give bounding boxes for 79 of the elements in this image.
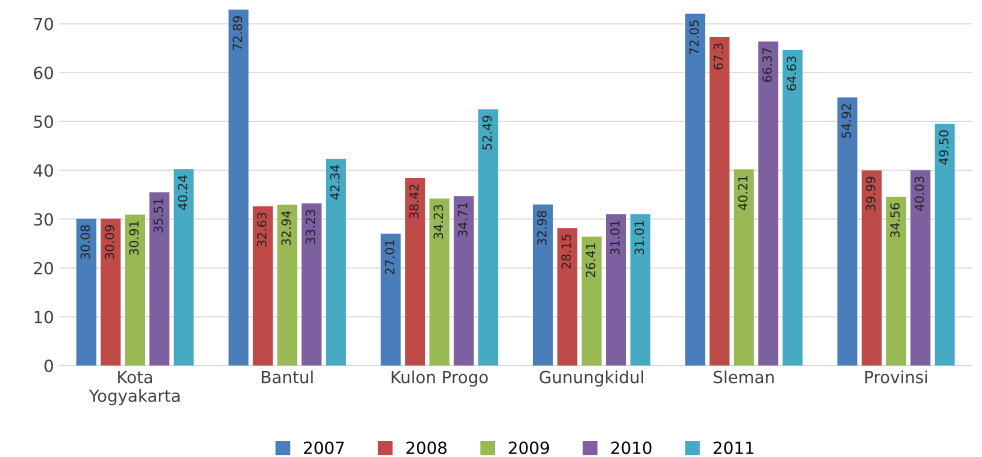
data-label: 64.63 <box>786 56 796 90</box>
bar <box>478 109 498 366</box>
data-label: 52.49 <box>482 116 492 150</box>
bar <box>710 36 730 366</box>
bar <box>454 196 474 366</box>
bar <box>886 196 906 366</box>
data-label: 32.63 <box>257 212 267 247</box>
x-tick-label: Kulon Progo <box>392 370 488 387</box>
bar <box>326 158 346 366</box>
legend-label: 2010 <box>611 441 652 454</box>
data-label: 38.42 <box>409 184 419 218</box>
bar <box>910 170 930 366</box>
bar <box>862 170 882 366</box>
bar <box>837 97 858 366</box>
bar <box>174 169 194 366</box>
data-label: 40.21 <box>738 176 748 210</box>
bar <box>125 214 146 366</box>
bar <box>100 218 121 366</box>
x-tick-label: Bantul <box>262 370 313 384</box>
y-tick-label: 40 <box>34 164 53 177</box>
bar <box>277 204 298 366</box>
bar <box>582 236 602 366</box>
data-label: 72.05 <box>689 20 699 54</box>
legend-label: 2007 <box>304 441 344 454</box>
y-tick-label: 60 <box>34 66 53 80</box>
bar <box>380 234 401 366</box>
data-label: 28.15 <box>561 234 571 269</box>
data-label: 40.03 <box>914 176 924 211</box>
y-tick-label: 0 <box>44 360 53 372</box>
bar <box>405 178 426 366</box>
data-label: 49.50 <box>938 130 948 165</box>
data-label: 34.23 <box>434 205 444 239</box>
y-tick-label: 70 <box>34 18 53 30</box>
data-label: 30.09 <box>104 225 114 260</box>
data-label: 32.94 <box>281 211 291 246</box>
legend-label: 2011 <box>714 441 754 454</box>
x-tick-label: Gunungkidul <box>540 370 643 387</box>
data-label: 31.01 <box>634 220 644 255</box>
data-label: 32.98 <box>537 210 547 245</box>
legend-label: 2008 <box>406 441 447 454</box>
x-tick-label: Kota Yogyakarta <box>88 370 180 406</box>
bar <box>557 228 578 366</box>
bar <box>149 192 170 366</box>
data-label: 31.01 <box>610 220 620 255</box>
bar <box>429 198 450 366</box>
data-label: 33.23 <box>306 210 316 244</box>
y-tick-label: 30 <box>34 213 53 226</box>
y-tick-label: 10 <box>34 310 53 324</box>
data-label: 30.08 <box>80 225 90 260</box>
x-tick-label: Sleman <box>714 370 774 384</box>
bar <box>532 204 553 366</box>
data-label: 35.51 <box>154 198 164 233</box>
bar <box>630 214 650 366</box>
bar <box>302 203 322 366</box>
data-label: 42.34 <box>330 165 340 200</box>
data-label: 34.56 <box>890 203 900 238</box>
data-label: 67.3 <box>714 44 724 70</box>
data-label: 34.71 <box>458 202 468 236</box>
bar <box>685 14 706 366</box>
y-tick-label: 50 <box>34 115 53 128</box>
bar <box>934 124 955 366</box>
bar <box>758 42 778 366</box>
data-label: 26.41 <box>586 243 596 278</box>
bar <box>606 214 626 366</box>
legend-label: 2009 <box>508 441 549 454</box>
x-tick-label: Provinsi <box>865 370 927 384</box>
bar <box>228 10 249 366</box>
bar <box>782 50 803 366</box>
data-label: 30.91 <box>129 221 139 256</box>
y-tick-label: 20 <box>34 262 53 275</box>
data-label: 39.99 <box>866 176 876 211</box>
bar <box>734 169 754 366</box>
data-label: 66.37 <box>762 48 772 82</box>
bar <box>76 218 96 366</box>
data-label: 40.24 <box>178 175 188 210</box>
data-label: 54.92 <box>842 104 851 138</box>
data-label: 72.89 <box>232 16 242 50</box>
data-label: 27.01 <box>384 240 394 274</box>
bar <box>252 206 273 366</box>
